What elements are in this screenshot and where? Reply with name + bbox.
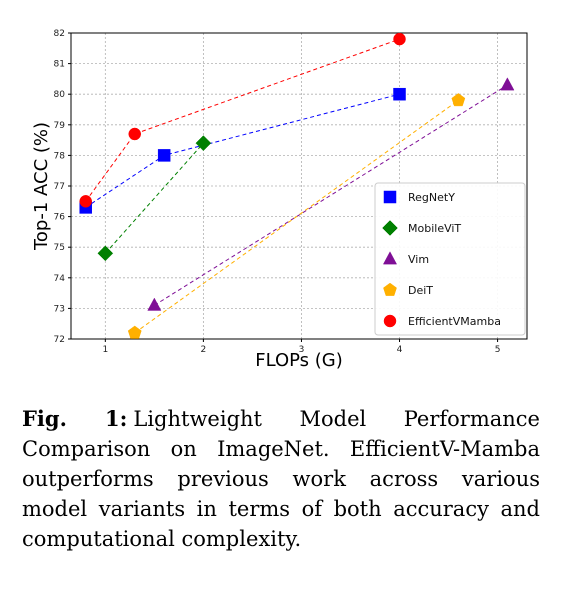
chart: 1 2 3 4 5 72 73 74 75 76 77 78 79 80 81 82 FLOPs (G) To…	[31, 29, 528, 371]
data-point-efficientvmamba	[128, 127, 141, 141]
data-point-regnety	[393, 87, 406, 101]
y-tick-label: 76	[54, 213, 66, 223]
legend-marker-regnety	[383, 190, 397, 204]
caption-text: Lightweight Model Performance Comparison…	[22, 407, 540, 551]
series-efficientvmamba	[79, 32, 406, 208]
y-tick-label: 72	[54, 335, 65, 345]
series-line-mobilevit	[104, 142, 204, 254]
series-line-regnety	[85, 93, 400, 208]
x-tick-label: 4	[397, 345, 403, 355]
legend-marker-deit	[383, 282, 397, 296]
x-tick-label: 5	[495, 345, 501, 355]
y-tick-label: 75	[54, 243, 65, 253]
series-line-vim	[154, 84, 508, 306]
y-tick-label: 74	[54, 274, 66, 284]
data-point-vim	[500, 77, 515, 91]
data-point-deit	[127, 325, 142, 339]
legend-label-vim: Vim	[408, 253, 429, 266]
legend-label-deit: DeiT	[408, 284, 433, 297]
data-point-efficientvmamba	[393, 32, 406, 46]
data-point-regnety	[157, 149, 171, 162]
y-tick-label: 78	[54, 151, 66, 161]
y-tick-label: 79	[54, 121, 66, 131]
data-point-mobilevit	[195, 135, 212, 152]
data-point-mobilevit	[97, 245, 114, 262]
series-deit	[127, 93, 466, 339]
series-regnety	[79, 87, 406, 214]
y-tick-label: 77	[54, 182, 65, 192]
series-line-deit	[134, 99, 459, 334]
x-tick-label: 2	[201, 345, 207, 355]
data-point-deit	[451, 93, 466, 107]
y-tick-label: 73	[54, 304, 65, 314]
y-tick-label: 81	[54, 60, 65, 70]
legend-marker-vim	[382, 251, 398, 265]
data-point-vim	[147, 297, 162, 311]
figure-label: Fig. 1:	[22, 406, 128, 431]
legend: RegNetY MobileViT Vim DeiT EfficientVMamba	[374, 182, 526, 336]
series	[79, 32, 515, 339]
y-tick-label: 82	[54, 29, 65, 39]
y-axis-label: Top-1 ACC (%)	[31, 122, 52, 251]
series-vim	[147, 77, 515, 311]
figure-caption: Fig. 1: Lightweight Model Performance Com…	[22, 404, 540, 554]
tick-labels: 1 2 3 4 5 72 73 74 75 76 77 78 79 80 81 82	[54, 29, 501, 355]
legend-marker-efficientvmamba	[383, 314, 397, 328]
series-mobilevit	[97, 135, 212, 262]
x-axis-label: FLOPs (G)	[255, 350, 343, 371]
y-tick-label: 80	[54, 90, 66, 100]
x-tick-label: 3	[299, 345, 305, 355]
legend-label-mobilevit: MobileViT	[408, 222, 461, 235]
legend-marker-mobilevit	[382, 220, 398, 236]
data-point-efficientvmamba	[79, 195, 92, 208]
legend-box	[374, 182, 526, 336]
legend-label-regnety: RegNetY	[408, 191, 455, 204]
x-tick-label: 1	[102, 345, 108, 355]
legend-label-efficientvmamba: EfficientVMamba	[408, 315, 501, 328]
